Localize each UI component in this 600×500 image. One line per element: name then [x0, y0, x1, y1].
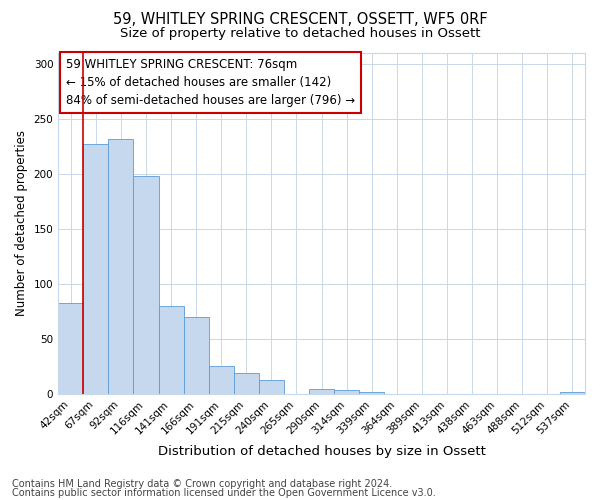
Text: Size of property relative to detached houses in Ossett: Size of property relative to detached ho…	[120, 28, 480, 40]
Bar	[83, 144, 109, 395]
Text: Contains public sector information licensed under the Open Government Licence v3: Contains public sector information licen…	[12, 488, 436, 498]
Bar	[158, 306, 184, 394]
Bar	[309, 389, 334, 394]
Text: 59 WHITLEY SPRING CRESCENT: 76sqm
← 15% of detached houses are smaller (142)
84%: 59 WHITLEY SPRING CRESCENT: 76sqm ← 15% …	[66, 58, 355, 106]
Bar	[259, 380, 284, 394]
Text: Contains HM Land Registry data © Crown copyright and database right 2024.: Contains HM Land Registry data © Crown c…	[12, 479, 392, 489]
Bar	[184, 317, 209, 394]
Bar	[58, 303, 83, 394]
X-axis label: Distribution of detached houses by size in Ossett: Distribution of detached houses by size …	[158, 444, 485, 458]
Bar	[133, 176, 158, 394]
Bar	[334, 390, 359, 394]
Bar	[359, 392, 385, 394]
Bar	[234, 374, 259, 394]
Text: 59, WHITLEY SPRING CRESCENT, OSSETT, WF5 0RF: 59, WHITLEY SPRING CRESCENT, OSSETT, WF5…	[113, 12, 487, 28]
Bar	[209, 366, 234, 394]
Bar	[109, 138, 133, 394]
Y-axis label: Number of detached properties: Number of detached properties	[15, 130, 28, 316]
Bar	[560, 392, 585, 394]
